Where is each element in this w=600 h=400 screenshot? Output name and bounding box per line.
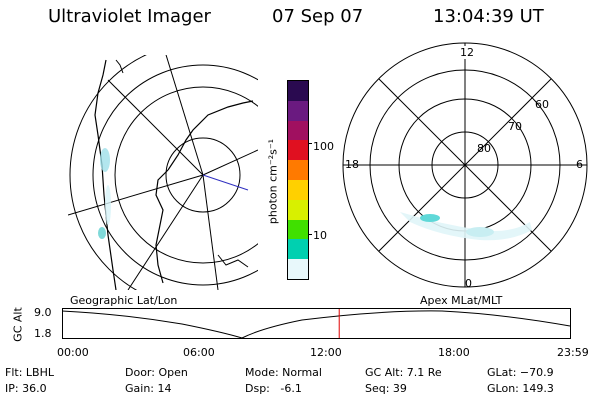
mlat-label-80: 80 — [477, 142, 491, 155]
colorbar-unit-label: photon cm⁻²s⁻¹ — [266, 138, 280, 225]
time-tick-0: 00:00 — [57, 346, 89, 359]
mlt-label-12: 12 — [460, 46, 474, 59]
colorbar-tick-mark-10 — [308, 234, 312, 235]
colorbar-segment — [288, 140, 308, 161]
colorbar-tick-10: 10 — [313, 229, 327, 242]
colorbar-segment — [288, 179, 308, 200]
colorbar-segment — [288, 199, 308, 220]
ip-info: IP: 36.0 — [5, 382, 47, 395]
mlt-label-6: 6 — [576, 158, 583, 171]
colorbar-tick-100: 100 — [313, 140, 334, 153]
altitude-plot — [62, 308, 571, 339]
colorbar — [287, 80, 309, 280]
alt-max-label: 9.0 — [34, 306, 52, 319]
colorbar-segment — [288, 239, 308, 260]
instrument-title: Ultraviolet Imager — [48, 6, 211, 27]
time-tick-1: 06:00 — [183, 346, 215, 359]
glon-info: GLon: 149.3 — [487, 382, 554, 395]
time-label: 13:04:39 UT — [433, 6, 544, 27]
colorbar-tick-mark-100 — [308, 143, 312, 144]
gc-alt-axis-label: GC Alt — [11, 307, 25, 342]
door-info: Door: Open — [125, 366, 188, 379]
dsp-info: Dsp: -6.1 — [245, 382, 302, 395]
geographic-label: Geographic Lat/Lon — [70, 294, 178, 307]
colorbar-segment — [288, 120, 308, 141]
apex-label: Apex MLat/MLT — [420, 294, 503, 307]
time-tick-2: 12:00 — [310, 346, 342, 359]
time-tick-4: 23:59 — [557, 346, 589, 359]
alt-min-label: 1.8 — [34, 327, 52, 340]
mlt-label-0: 0 — [465, 277, 472, 290]
mode-info: Mode: Normal — [245, 366, 322, 379]
colorbar-segment — [288, 100, 308, 121]
colorbar-segment — [288, 219, 308, 240]
apex-polar-plot — [342, 42, 588, 288]
time-tick-3: 18:00 — [438, 346, 470, 359]
glat-info: GLat: −70.9 — [487, 366, 554, 379]
date-label: 07 Sep 07 — [272, 6, 364, 27]
gc-alt-info: GC Alt: 7.1 Re — [365, 366, 442, 379]
geographic-map — [68, 55, 258, 290]
gain-info: Gain: 14 — [125, 382, 172, 395]
colorbar-segment — [288, 160, 308, 180]
seq-info: Seq: 39 — [365, 382, 407, 395]
mlat-label-60: 60 — [535, 98, 549, 111]
colorbar-segment — [288, 259, 308, 279]
mlt-label-18: 18 — [345, 158, 359, 171]
mlat-label-70: 70 — [508, 120, 522, 133]
colorbar-segment — [288, 81, 308, 101]
flt-info: Flt: LBHL — [5, 366, 54, 379]
